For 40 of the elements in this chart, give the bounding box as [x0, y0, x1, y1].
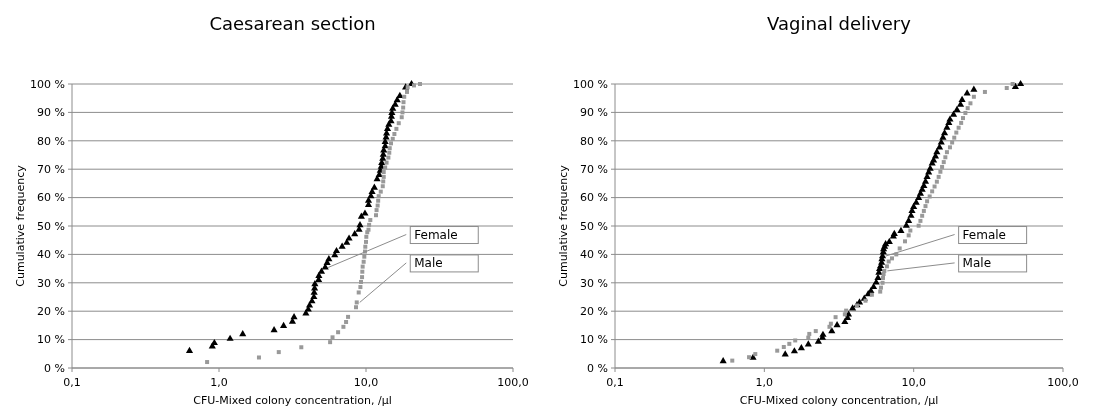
y-tick-label: 70 % [37, 163, 65, 177]
x-axis-title: CFU-Mixed colony concentration, /µl [193, 394, 392, 407]
x-tick-label: 10,0 [353, 376, 379, 389]
x-axis-title: CFU-Mixed colony concentration, /µl [739, 394, 939, 407]
y-tick-label: 0 % [587, 361, 608, 375]
x-tick-label: 10,0 [901, 376, 926, 389]
y-tick-label: 90 % [580, 106, 608, 120]
y-tick-label: 20 % [580, 305, 608, 319]
y-tick-label: 60 % [37, 191, 65, 205]
x-tick-label: 0,1 [606, 376, 624, 389]
y-tick-label: 60 % [580, 191, 608, 205]
x-tick-label: 100,0 [1047, 376, 1079, 389]
text: Female [962, 227, 1007, 242]
y-tick-label: 100 % [573, 77, 608, 91]
y-tick-label: 40 % [37, 248, 65, 262]
y-tick-label: 80 % [580, 134, 608, 148]
y-tick-label: 30 % [580, 276, 608, 290]
x-tick-label: 0,1 [63, 376, 81, 389]
y-tick-label: 10 % [37, 333, 65, 347]
y-tick-label: 50 % [580, 219, 608, 233]
y-tick-label: 30 % [37, 276, 65, 290]
y-tick-label: 50 % [37, 219, 65, 233]
x-tick-label: 100,0 [497, 376, 529, 389]
x-tick-label: 1,0 [755, 376, 774, 389]
y-tick-label: 0 % [44, 361, 65, 375]
chart-title: Vaginal delivery [767, 13, 912, 34]
y-tick-label: 10 % [580, 333, 608, 347]
y-axis-title: Cumulative frequency [557, 164, 570, 287]
y-tick-label: 80 % [37, 134, 65, 148]
text: Female [414, 227, 458, 242]
y-tick-label: 100 % [30, 77, 65, 91]
text: Male [414, 256, 443, 271]
y-axis-title: Cumulative frequency [14, 164, 27, 287]
y-tick-label: 40 % [580, 248, 608, 262]
x-tick-label: 1,0 [210, 376, 228, 389]
y-tick-label: 20 % [37, 305, 65, 319]
chart-title: Caesarean section [209, 13, 376, 34]
y-tick-label: 70 % [580, 163, 608, 177]
y-tick-label: 90 % [37, 106, 65, 120]
text: Male [962, 256, 992, 271]
